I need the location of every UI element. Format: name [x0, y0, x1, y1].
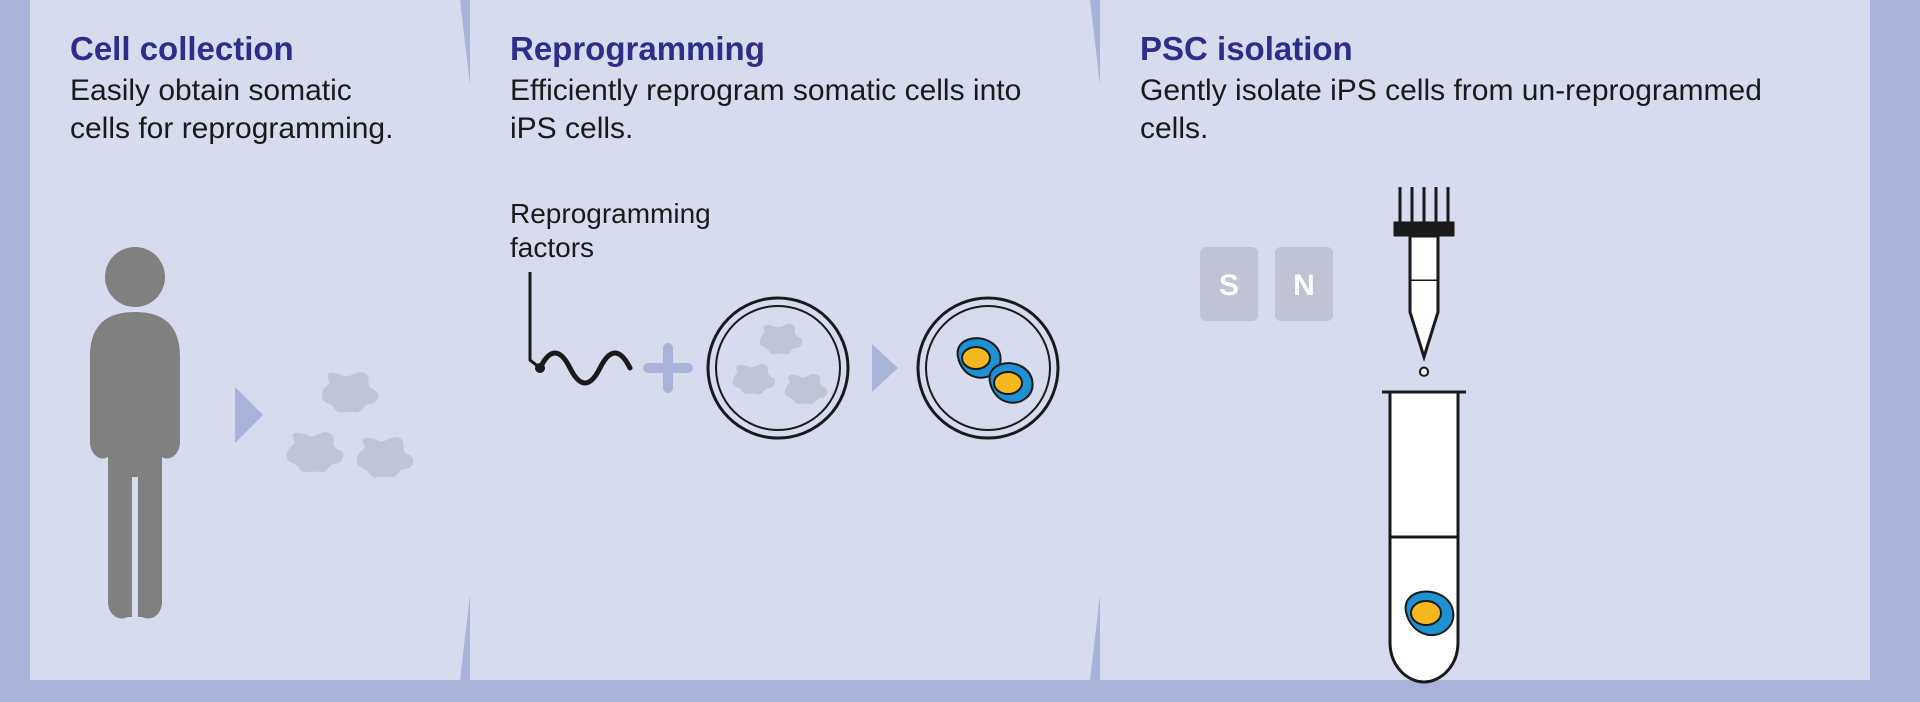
panel-illustration: Reprogramming factors: [510, 197, 1050, 597]
cell-collection-svg: [70, 232, 450, 632]
panel-desc: Gently isolate iPS cells from un-reprogr…: [1140, 72, 1830, 147]
panel-title: PSC isolation: [1140, 30, 1830, 68]
panel-cell-collection: Cell collection Easily obtain somatic ce…: [30, 0, 460, 680]
panel-title: Cell collection: [70, 30, 420, 68]
pipette-icon: [1394, 187, 1454, 376]
panel-reprogramming: Reprogramming Efficiently reprogram soma…: [470, 0, 1090, 680]
person-icon: [90, 247, 180, 619]
somatic-cells-icon: [287, 372, 414, 477]
panel-psc-isolation: PSC isolation Gently isolate iPS cells f…: [1100, 0, 1870, 680]
test-tube-icon: [1382, 392, 1466, 682]
panel-title: Reprogramming: [510, 30, 1050, 68]
panel-illustration: S N: [1140, 177, 1830, 677]
badge-n-label: N: [1293, 269, 1315, 302]
badge-s-icon: S: [1200, 247, 1258, 321]
panel-arrow-icon: [460, 0, 500, 680]
squiggle-icon: [540, 353, 630, 383]
arrow-icon: [235, 387, 263, 443]
isolation-svg: S N: [1140, 177, 1640, 697]
badge-n-icon: N: [1275, 247, 1333, 321]
arrow-icon: [872, 344, 898, 392]
pointer-line-icon: [530, 272, 540, 368]
reprogramming-factors-label: Reprogramming factors: [510, 197, 1050, 264]
panel-desc: Efficiently reprogram somatic cells into…: [510, 72, 1050, 147]
panel-arrow-icon: [1090, 0, 1130, 680]
petri-dish-ips-icon: [918, 298, 1058, 438]
badge-s-label: S: [1219, 269, 1239, 302]
panel-illustration: [70, 232, 420, 632]
panel-desc: Easily obtain somatic cells for reprogra…: [70, 72, 420, 147]
plus-icon: [648, 348, 688, 388]
reprogramming-svg: [510, 272, 1070, 532]
petri-dish-somatic-icon: [708, 298, 848, 438]
